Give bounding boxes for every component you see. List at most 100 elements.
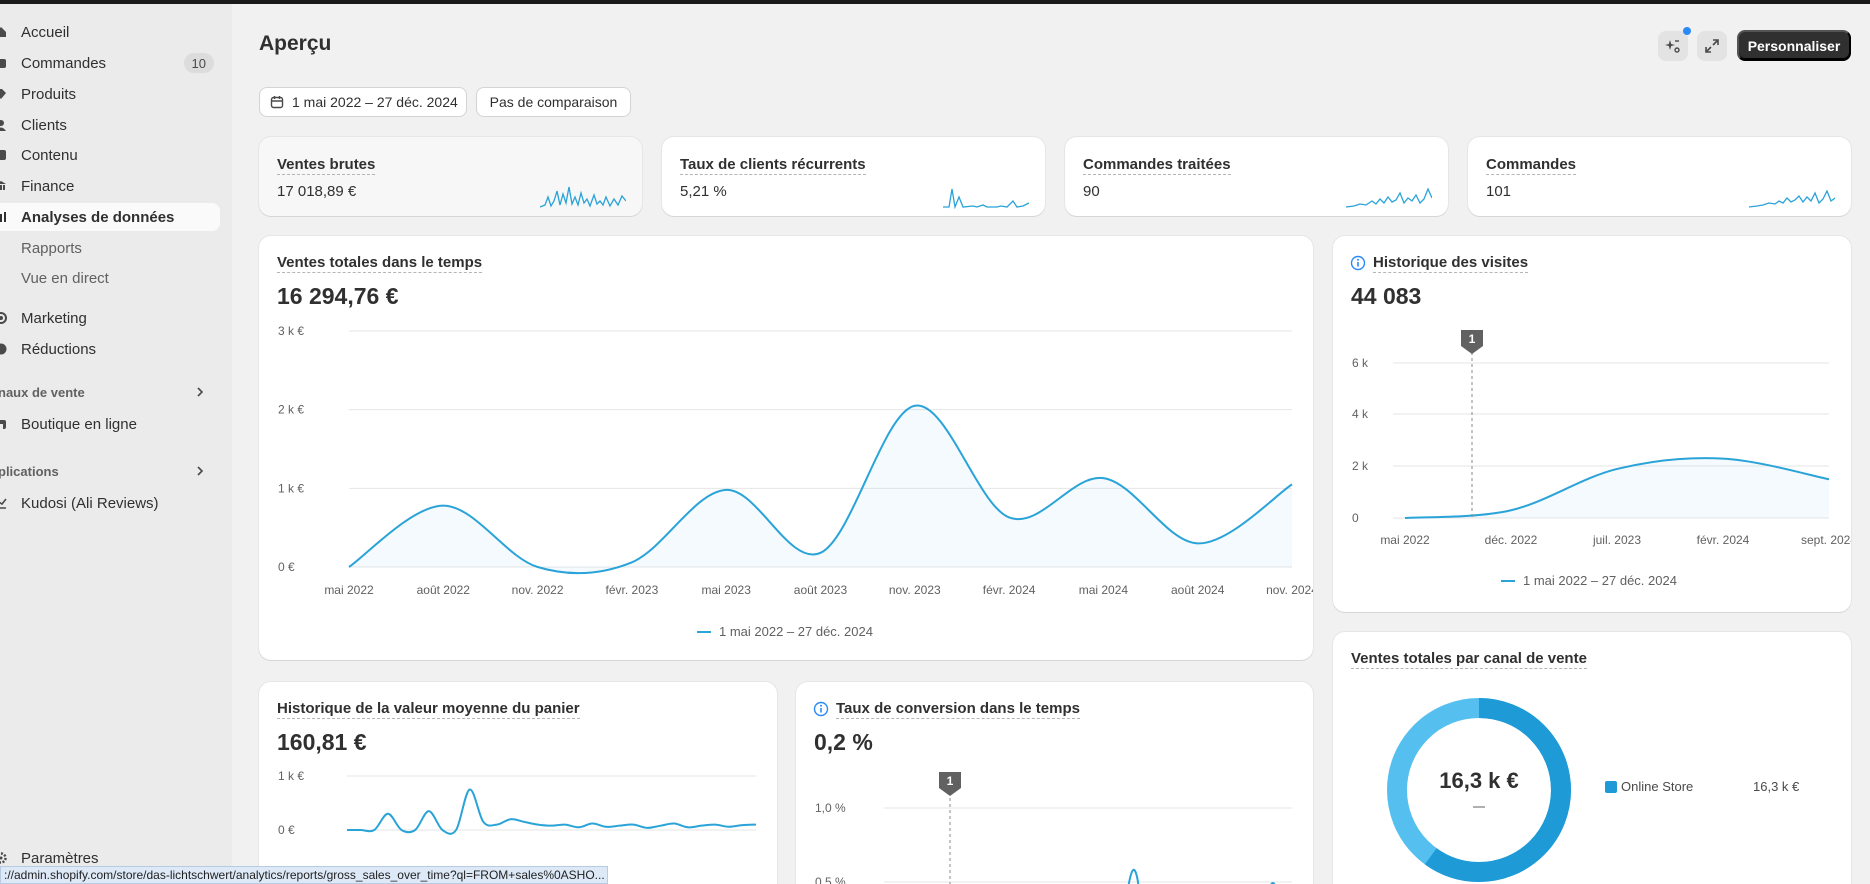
sidebar-item-label: Paramètres [21,849,99,867]
sparkline [943,188,1029,209]
y-tick-label: 6 k [1352,356,1369,370]
kpi-card-fulfilled-orders[interactable]: Commandes traitées 90 [1065,137,1448,216]
sidebar-item-label: Accueil [21,23,70,41]
x-tick-label: févr. 2024 [983,583,1036,597]
sidebar-item-online-store[interactable]: Boutique en ligne [0,410,220,438]
page-title: Aperçu [259,32,332,55]
y-tick-label: 2 k [1352,459,1369,473]
sidebar-item-live-view[interactable]: Vue en direct [0,264,220,292]
chart-legend: 1 mai 2022 – 27 déc. 2024 [1501,573,1677,588]
x-tick-label: nov. 2022 [512,583,564,597]
chevron-right-icon [197,466,204,476]
visits-line-chart[interactable]: 0 2 k 4 k 6 k mai 2022 déc. 2022 juil. 2023 fév… [1333,236,1851,612]
y-tick-label: 0 [1352,511,1359,525]
comparison-picker[interactable]: Pas de comparaison [476,87,631,117]
kpi-value: 17 018,89 € [277,183,357,200]
sidebar-item-label: Réductions [21,340,97,358]
x-tick-label: nov. 2024 [1266,583,1313,597]
sidebar-item-content[interactable]: Contenu [0,141,220,169]
x-tick-label: sept. 2024 [1801,533,1851,547]
card-value: 0,2 % [814,729,873,755]
sidebar-item-products[interactable]: Produits [0,80,220,108]
sparkle-icon [1665,40,1680,53]
legend-label: 1 mai 2022 – 27 déc. 2024 [1523,573,1677,588]
person-icon [0,120,6,131]
notification-dot [1683,27,1691,35]
x-tick-label: févr. 2023 [606,583,659,597]
sparkline [1749,189,1835,208]
sidebar-item-finance[interactable]: Finance [0,172,220,200]
sidebar-item-label: Rapports [21,239,82,257]
customize-button[interactable]: Personnaliser [1737,30,1851,61]
sidebar-item-settings[interactable]: Paramètres [0,844,220,872]
sales-line-chart[interactable]: 0 € 1 k € 2 k € 3 k € mai 2022 août 2022 nov. … [259,236,1313,660]
ai-insights-button[interactable] [1658,31,1688,61]
sidebar-item-label: Boutique en ligne [21,415,137,433]
kpi-title: Taux de clients récurrents [680,156,866,175]
sidebar-item-marketing[interactable]: Marketing [0,304,220,332]
y-tick-label: 0,5 % [815,875,846,884]
card-value: 160,81 € [277,729,367,755]
y-tick-label: 3 k € [278,324,304,338]
sidebar-item-home[interactable]: Accueil [0,18,220,46]
sidebar-item-kudosi[interactable]: Kudosi (Ali Reviews) [0,489,220,517]
kpi-value: 5,21 % [680,183,727,200]
card-title[interactable]: Taux de conversion dans le temps [836,700,1080,719]
legend-value: 16,3 k € [1753,779,1800,794]
apps-header[interactable]: plications [0,459,220,483]
kpi-card-gross-sales[interactable]: Ventes brutes 17 018,89 € [259,137,642,216]
card-title[interactable]: Historique des visites [1373,254,1529,273]
fullscreen-button[interactable] [1697,31,1727,61]
y-tick-label: 1 k € [278,481,304,495]
kpi-title: Ventes brutes [277,156,376,175]
kpi-card-orders[interactable]: Commandes 101 [1468,137,1851,216]
sidebar-item-analytics[interactable]: Analyses de données [0,203,220,231]
orders-count-badge: 10 [183,53,214,73]
annotation-label: 1 [947,774,954,788]
orders-icon [0,59,6,68]
analytics-icon [0,212,6,222]
sidebar-item-orders[interactable]: Commandes 10 [0,49,220,77]
window-top-bar [0,0,1870,4]
card-title[interactable]: Ventes totales dans le temps [277,254,483,273]
card-value: 44 083 [1351,283,1422,309]
series-line [1270,882,1276,884]
visits-history-card: Historique des visites 44 083 0 2 k 4 k 6 k… [1333,236,1851,612]
sidebar-item-customers[interactable]: Clients [0,111,220,139]
x-tick-label: mai 2022 [324,583,374,597]
info-icon[interactable] [1350,255,1366,271]
x-tick-label: mai 2024 [1079,583,1129,597]
sales-by-channel-card: Ventes totales par canal de vente 16,3 k… [1333,632,1851,884]
sidebar-item-reports[interactable]: Rapports [0,234,220,262]
card-title[interactable]: Historique de la valeur moyenne du panie… [277,700,580,719]
aov-line-chart[interactable]: 0 € 1 k € [259,682,777,884]
conversion-line-chart[interactable]: 0,5 % 1,0 % 1 [796,682,1313,884]
card-title[interactable]: Ventes totales par canal de vente [1351,650,1587,669]
store-icon [0,420,6,429]
sidebar-item-label: Commandes [21,54,107,72]
sidebar-item-discounts[interactable]: Réductions [0,335,220,363]
browser-status-url: ://admin.shopify.com/store/das-lichtschw… [0,866,608,884]
donut-center-value: 16,3 k € [1439,768,1519,793]
x-tick-label: mai 2023 [702,583,752,597]
y-tick-label: 2 k € [278,403,304,417]
app-chart-icon [0,498,7,509]
kpi-card-returning-customers[interactable]: Taux de clients récurrents 5,21 % [662,137,1045,216]
sales-channels-header[interactable]: naux de vente [0,380,220,404]
date-range-picker[interactable]: 1 mai 2022 – 27 déc. 2024 [259,87,467,117]
x-tick-label: nov. 2023 [889,583,941,597]
content-icon [0,150,6,160]
x-tick-label: mai 2022 [1380,533,1430,547]
y-tick-label: 1 k € [278,769,304,783]
discount-icon [0,343,7,355]
legend-swatch [1605,781,1617,793]
donut-segment [1387,698,1571,882]
annotation-marker [939,772,961,796]
kpi-value: 90 [1083,183,1100,200]
series-line [348,404,1293,575]
x-tick-label: févr. 2024 [1697,533,1750,547]
aov-history-card: Historique de la valeur moyenne du panie… [259,682,777,884]
info-icon[interactable] [813,701,829,717]
kpi-title: Commandes traitées [1083,156,1231,175]
channel-donut-chart[interactable]: 16,3 k € Online Store 16,3 k € [1333,632,1851,884]
